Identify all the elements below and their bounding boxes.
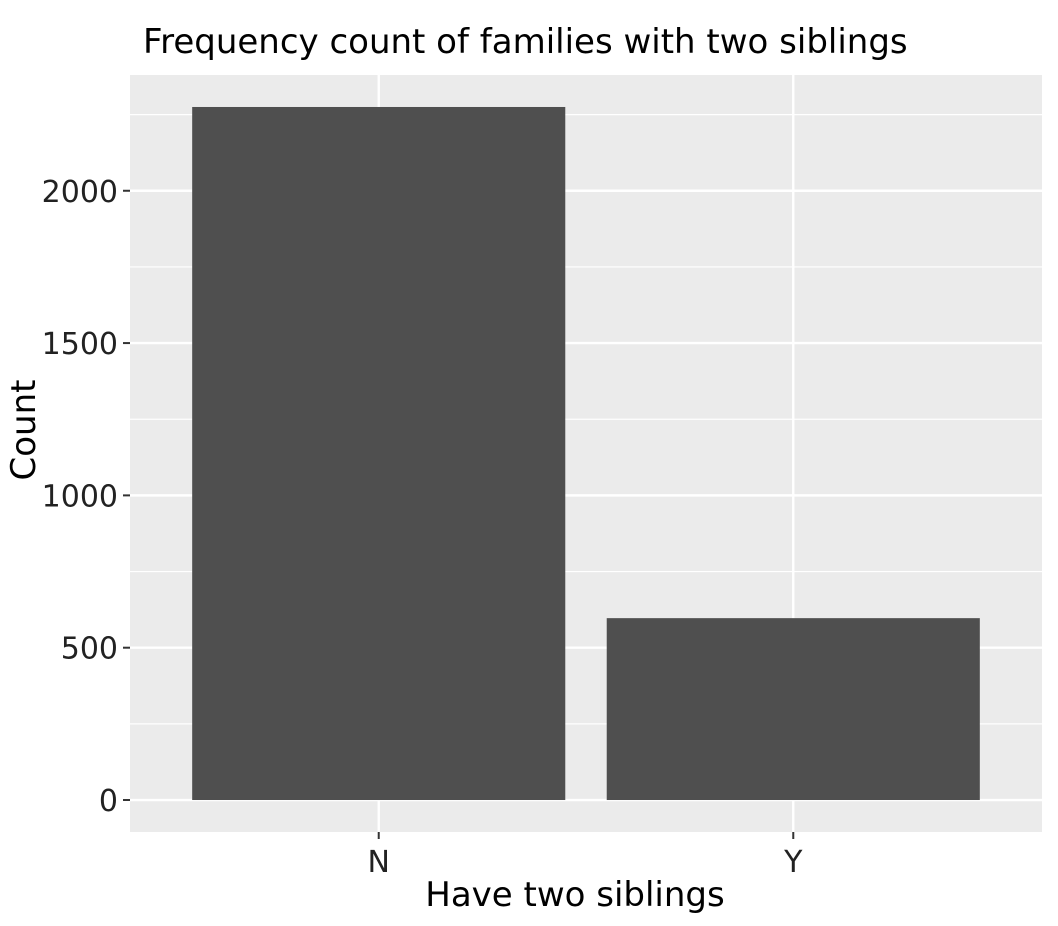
x-axis-title: Have two siblings	[425, 875, 724, 915]
bars	[192, 106, 980, 801]
bar-n	[192, 106, 566, 801]
y-axis-title: Count	[4, 380, 44, 481]
bar-y	[606, 618, 980, 801]
y-axis: 0 500 1000 1500 2000	[42, 175, 130, 819]
y-tick-label: 1000	[42, 479, 118, 514]
y-tick-label: 0	[99, 784, 118, 819]
y-tick-label: 500	[61, 632, 118, 667]
x-tick-label: N	[368, 845, 390, 880]
y-tick-label: 2000	[42, 175, 118, 210]
y-tick-label: 1500	[42, 327, 118, 362]
chart-title: Frequency count of families with two sib…	[143, 22, 908, 62]
watermark-text: 掘金技术社区 @ 布客飞龙	[774, 874, 1030, 899]
x-tick-label: Y	[783, 845, 803, 880]
